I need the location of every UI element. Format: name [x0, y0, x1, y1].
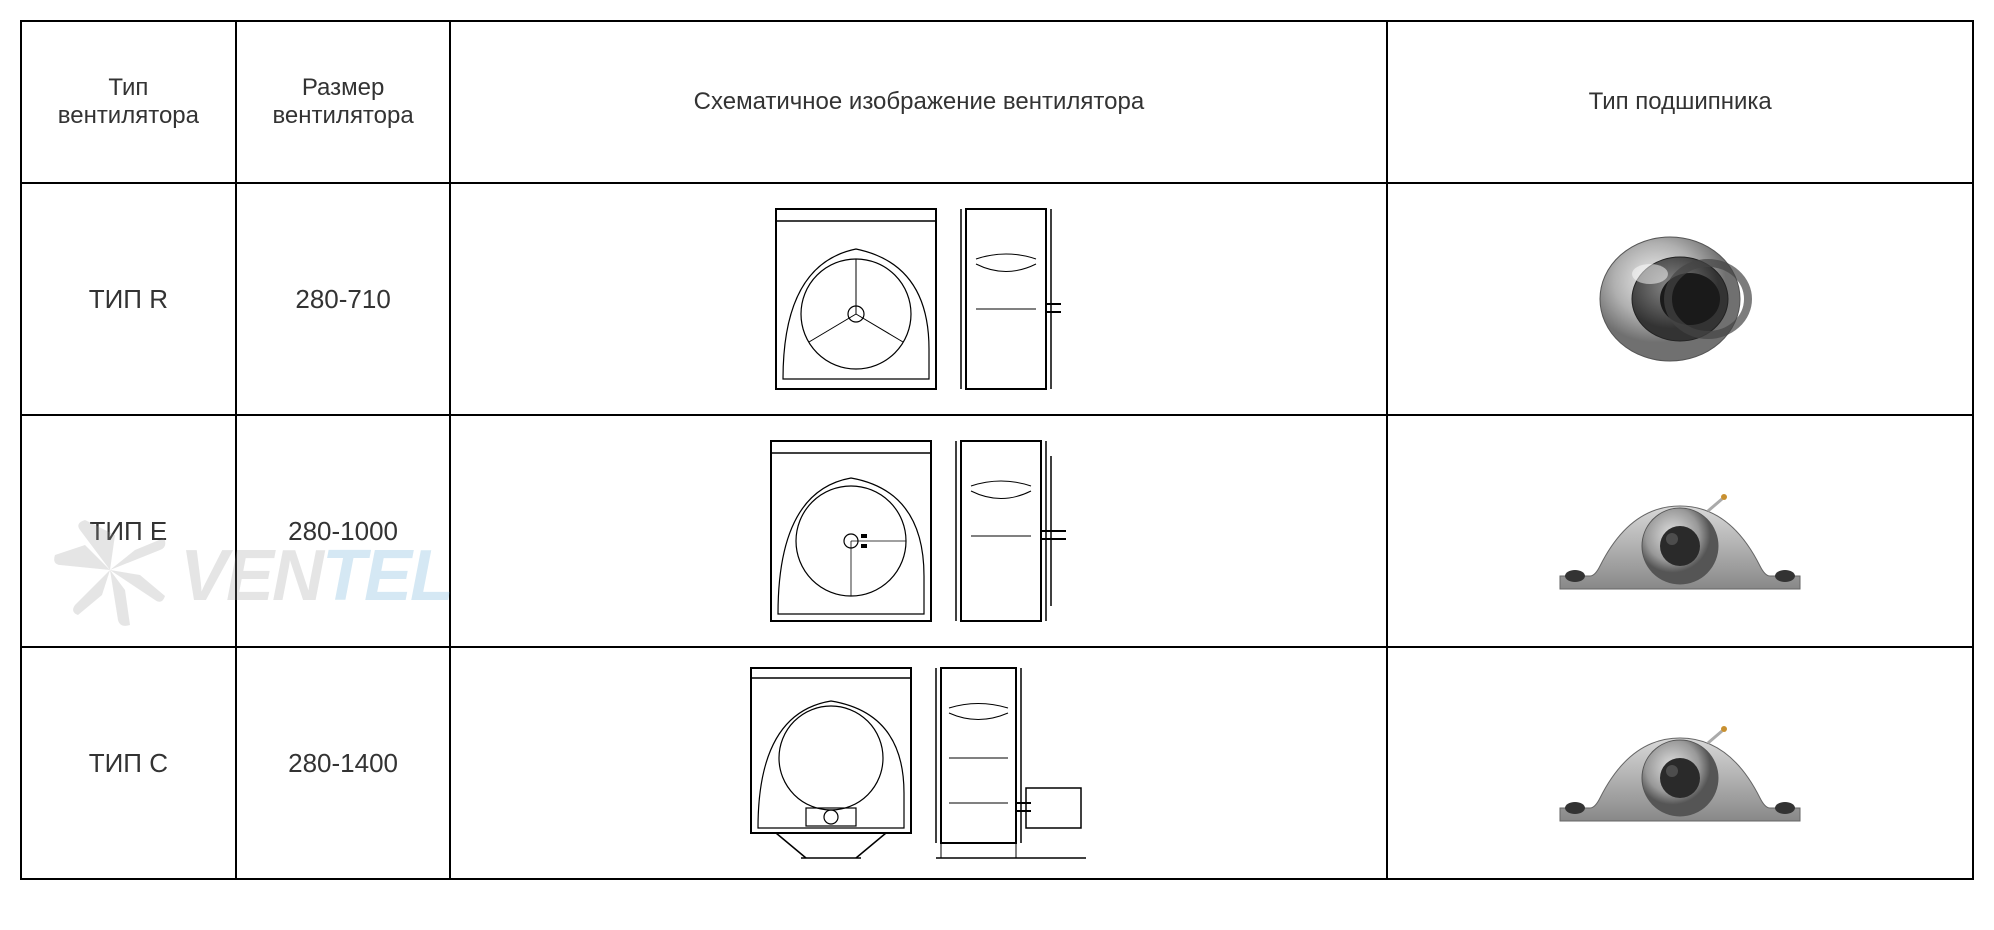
header-fan-size: Размер вентилятора	[236, 21, 451, 183]
fan-size-cell: 280-1400	[236, 647, 451, 879]
fan-front-view-icon	[766, 436, 936, 626]
header-fan-type: Тип вентилятора	[21, 21, 236, 183]
bearing-cell	[1387, 183, 1973, 415]
header-bearing-type: Тип подшипника	[1387, 21, 1973, 183]
bearing-cell	[1387, 647, 1973, 879]
fan-side-view-icon	[956, 204, 1066, 394]
table-header-row: Тип вентилятора Размер вентилятора Схема…	[21, 21, 1973, 183]
header-schematic: Схематичное изображение вентилятора	[450, 21, 1387, 183]
fan-type-cell: ТИП C	[21, 647, 236, 879]
table-row: ТИП C 280-1400	[21, 647, 1973, 879]
fan-front-view-icon	[771, 204, 941, 394]
schematic-cell	[450, 415, 1387, 647]
schematic-cell	[450, 183, 1387, 415]
fan-side-view-icon	[951, 436, 1071, 626]
bearing-cell	[1387, 415, 1973, 647]
fan-type-cell: ТИП R	[21, 183, 236, 415]
pillow-block-bearing-icon	[1540, 461, 1820, 601]
table-row: ТИП E 280-1000	[21, 415, 1973, 647]
fan-size-cell: 280-710	[236, 183, 451, 415]
table-row: ТИП R 280-710	[21, 183, 1973, 415]
fan-type-cell: ТИП E	[21, 415, 236, 647]
pillow-block-bearing-icon	[1540, 693, 1820, 833]
fan-size-cell: 280-1000	[236, 415, 451, 647]
fan-front-view-icon	[746, 663, 916, 863]
insert-bearing-icon	[1580, 224, 1780, 374]
schematic-cell	[450, 647, 1387, 879]
fan-side-view-icon	[931, 663, 1091, 863]
fan-spec-table: Тип вентилятора Размер вентилятора Схема…	[20, 20, 1974, 880]
